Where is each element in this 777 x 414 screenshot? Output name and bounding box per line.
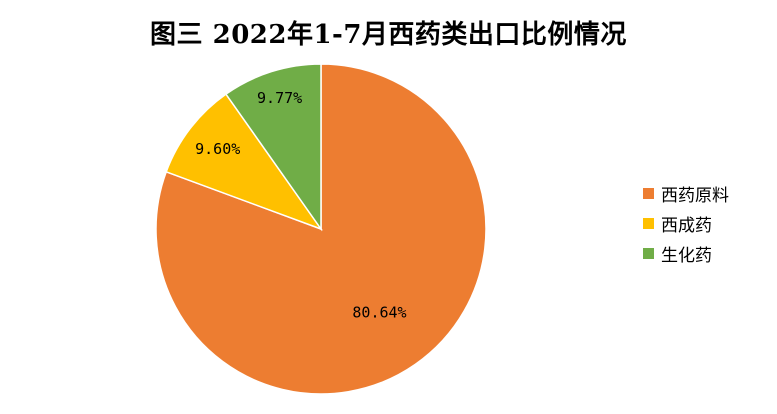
legend-item-1: 西药原料 bbox=[643, 178, 773, 208]
pie-slice-3 bbox=[224, 63, 322, 232]
legend-swatch bbox=[643, 217, 654, 229]
legend-label: 生化药 bbox=[661, 245, 712, 266]
legend-item-3: 生化药 bbox=[643, 238, 773, 268]
legend-item-2: 西成药 bbox=[643, 208, 773, 238]
legend: 西药原料西成药生化药 bbox=[643, 178, 773, 268]
data-label-2: 9.60% bbox=[195, 140, 240, 158]
data-label-1: 80.64% bbox=[352, 303, 406, 321]
legend-label: 西药原料 bbox=[661, 185, 729, 206]
pie-slice-2 bbox=[165, 93, 324, 231]
chart-title: 图三 2022年1-7月西药类出口比例情况 bbox=[150, 20, 627, 50]
pie-slices bbox=[155, 63, 487, 395]
legend-swatch bbox=[643, 247, 654, 259]
pie-data-labels: 80.64% 9.60% 9.77% bbox=[195, 89, 406, 321]
legend-swatch bbox=[643, 187, 654, 199]
legend-label: 西成药 bbox=[661, 215, 712, 236]
data-label-3: 9.77% bbox=[257, 89, 302, 107]
